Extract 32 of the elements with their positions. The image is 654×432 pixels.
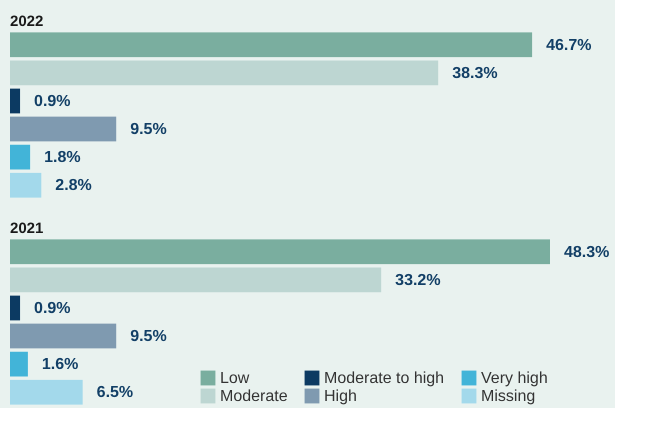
bar bbox=[10, 380, 83, 405]
bar bbox=[10, 60, 438, 86]
legend-label: Moderate to high bbox=[324, 370, 444, 387]
chart-title: 2022 bbox=[10, 13, 44, 30]
data-label: 1.8% bbox=[44, 149, 81, 166]
data-label: 38.3% bbox=[452, 64, 498, 82]
bar bbox=[10, 144, 30, 170]
legend-label: Low bbox=[220, 370, 250, 387]
legend-label: Moderate bbox=[220, 388, 288, 405]
data-label: 33.2% bbox=[395, 272, 441, 289]
legend-label: High bbox=[324, 388, 357, 405]
bar bbox=[10, 324, 116, 348]
legend-label: Missing bbox=[481, 388, 536, 405]
bar bbox=[10, 172, 42, 198]
data-label: 46.7% bbox=[546, 36, 592, 54]
bar bbox=[10, 296, 20, 320]
data-label: 2.8% bbox=[55, 177, 92, 194]
legend-label: Very high bbox=[481, 370, 548, 387]
data-label: 48.3% bbox=[564, 244, 610, 261]
data-label: 0.9% bbox=[34, 92, 71, 110]
chart-title: 2021 bbox=[10, 220, 44, 237]
data-label: 9.5% bbox=[130, 328, 167, 346]
bar bbox=[10, 268, 382, 292]
bar bbox=[10, 88, 20, 114]
data-label: 6.5% bbox=[96, 384, 134, 402]
bar bbox=[10, 116, 116, 142]
bar bbox=[10, 352, 28, 376]
data-label: 0.9% bbox=[34, 300, 71, 317]
bar bbox=[10, 239, 550, 264]
data-label: 9.5% bbox=[130, 121, 167, 138]
data-label: 1.6% bbox=[42, 356, 78, 374]
bar bbox=[10, 32, 532, 58]
